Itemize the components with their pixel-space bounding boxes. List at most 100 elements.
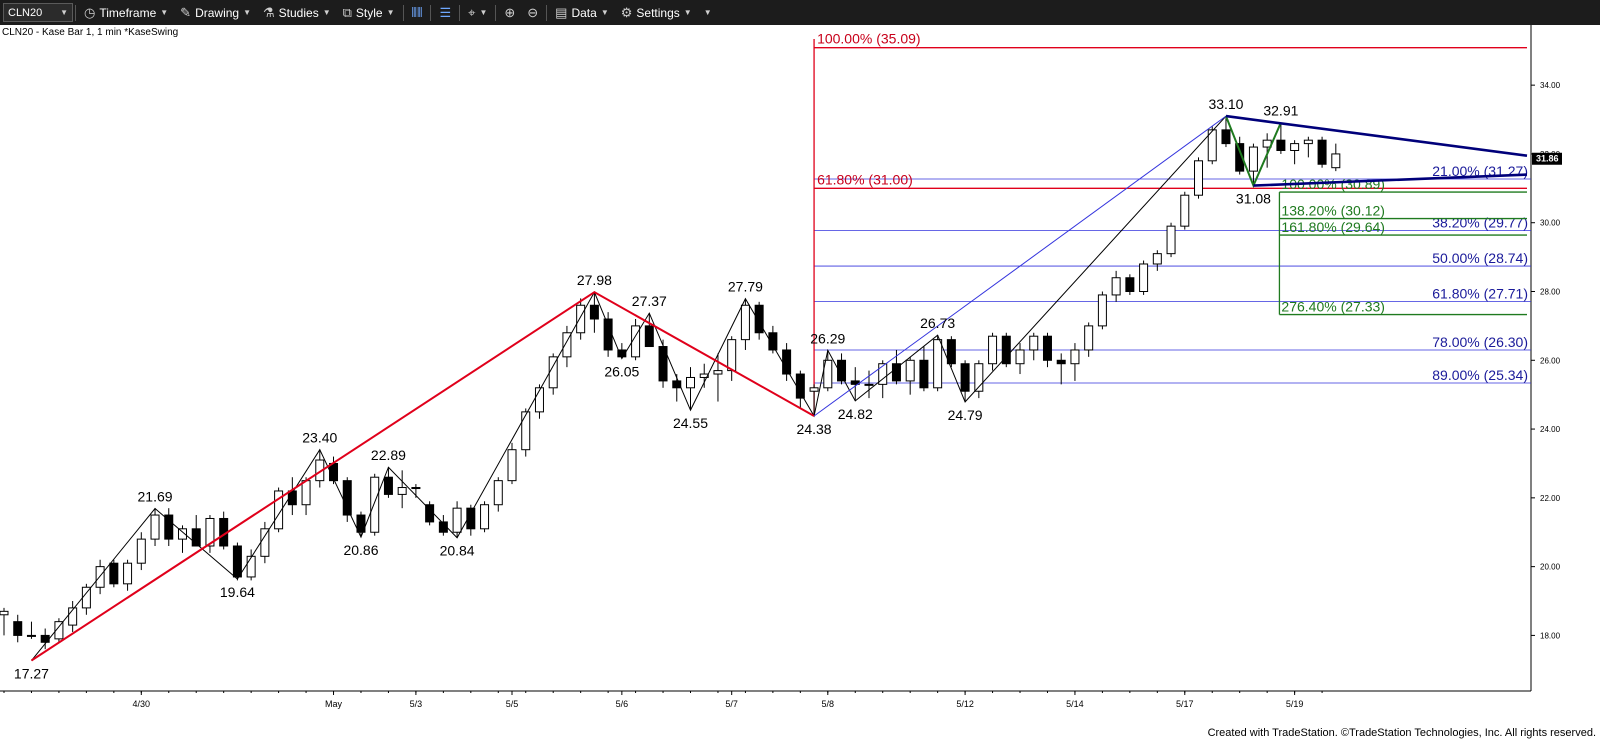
cursor-icon: ⌖ xyxy=(468,4,476,20)
candle-body xyxy=(0,610,9,616)
chevron-down-icon: ▼ xyxy=(322,8,331,17)
time-tick-label: 5/17 xyxy=(1176,699,1194,709)
navy-trendline xyxy=(1225,114,1528,157)
zoom-out-icon: ⊖ xyxy=(527,4,539,20)
toolbar-divider xyxy=(546,4,548,21)
timeframe-menu[interactable]: ◷ Timeframe ▼ xyxy=(78,0,174,25)
swing-value-label: 21.69 xyxy=(138,489,173,505)
candle-body xyxy=(864,383,874,386)
price-tick-label: 18.00 xyxy=(1540,631,1561,640)
candle-body xyxy=(727,339,737,372)
candle-body xyxy=(672,380,682,389)
candle-body xyxy=(493,480,503,506)
swing-value-label: 31.08 xyxy=(1236,191,1271,207)
swing-value-label: 32.91 xyxy=(1263,103,1298,119)
drawing-label: Drawing xyxy=(195,5,240,20)
candle-body xyxy=(466,507,476,530)
time-tick-label: 5/14 xyxy=(1066,699,1084,709)
candle-body xyxy=(383,476,393,495)
candle-body xyxy=(919,359,929,389)
swing-value-label: 26.05 xyxy=(604,364,639,380)
studies-label: Studies xyxy=(278,5,319,20)
chart-toolbar: CLN20 ▼ ◷ Timeframe ▼ ✎ Drawing ▼ ⚗ Stud… xyxy=(0,0,1600,25)
timeframe-label: Timeframe xyxy=(99,5,157,20)
candle-body xyxy=(1290,143,1300,151)
candle-body xyxy=(631,325,641,358)
candle-body xyxy=(370,476,380,533)
chevron-down-icon: ▼ xyxy=(683,8,692,17)
candle-body xyxy=(1125,277,1135,292)
clock-icon: ◷ xyxy=(84,4,96,20)
candle-body xyxy=(891,363,901,382)
candle-body xyxy=(1070,349,1080,365)
gear-icon: ⚙ xyxy=(620,4,633,20)
swing-value-label: 20.84 xyxy=(440,543,475,559)
candle-body xyxy=(136,538,146,564)
blue-retracement-label: 78.00% (26.30) xyxy=(1432,334,1528,350)
cursor-menu[interactable]: ⌖ ▼ xyxy=(462,0,493,25)
bar-spacing-button[interactable]: ⫴⫴ xyxy=(406,0,429,25)
panes-icon: ☰ xyxy=(439,4,452,20)
candle-body xyxy=(617,349,627,358)
candle-body xyxy=(1097,294,1107,327)
candle-body xyxy=(1084,325,1094,351)
candle-body xyxy=(452,507,462,533)
drawing-menu[interactable]: ✎ Drawing ▼ xyxy=(174,0,257,25)
candle-body xyxy=(356,514,366,533)
swing-value-label: 26.29 xyxy=(810,330,845,346)
data-icon: ▤ xyxy=(555,4,568,20)
candle-body xyxy=(686,376,695,389)
chevron-down-icon: ▼ xyxy=(243,8,252,17)
panes-button[interactable]: ☰ xyxy=(433,0,457,25)
style-menu[interactable]: ⧉ Style ▼ xyxy=(337,0,401,25)
candle-body xyxy=(1248,146,1258,172)
time-tick-label: 5/19 xyxy=(1286,699,1304,709)
candle-body xyxy=(232,545,242,578)
candle-body xyxy=(1194,160,1204,196)
swing-value-label: 22.89 xyxy=(371,447,406,463)
candle-body xyxy=(644,325,654,348)
symbol-selector[interactable]: CLN20 ▼ xyxy=(3,3,73,22)
candle-body xyxy=(1207,129,1217,162)
candle-body xyxy=(1111,277,1121,296)
time-tick-label: 5/6 xyxy=(616,699,629,709)
candle-body xyxy=(562,332,572,358)
data-label: Data xyxy=(571,5,597,20)
zoom-out-button[interactable]: ⊖ xyxy=(521,0,544,25)
candle-body xyxy=(177,528,187,540)
studies-menu[interactable]: ⚗ Studies ▼ xyxy=(257,0,337,25)
price-tick-label: 30.00 xyxy=(1540,219,1561,228)
candle-body xyxy=(1056,359,1066,365)
data-menu[interactable]: ▤ Data ▼ xyxy=(549,0,615,25)
candle-body xyxy=(988,335,998,365)
blue-retracement-label: 61.80% (27.71) xyxy=(1432,285,1528,301)
candle-body xyxy=(260,528,270,557)
more-menu[interactable]: ▼ xyxy=(698,0,718,25)
swing-value-label: 27.98 xyxy=(577,272,612,288)
candle-body xyxy=(905,359,915,382)
candle-body xyxy=(1303,139,1313,145)
green-extension-label: 276.40% (27.33) xyxy=(1281,299,1385,315)
candle-body xyxy=(974,363,984,392)
candle-body xyxy=(397,487,407,495)
candle-body xyxy=(1331,153,1341,169)
settings-menu[interactable]: ⚙ Settings ▼ xyxy=(615,0,698,25)
time-tick-label: 5/3 xyxy=(410,699,423,709)
symbol-value: CLN20 xyxy=(8,6,43,19)
price-tick-label: 28.00 xyxy=(1540,287,1561,296)
candle-body xyxy=(40,634,50,643)
navy-trendline xyxy=(1253,173,1528,187)
toolbar-divider xyxy=(402,4,404,21)
time-tick-label: 4/30 xyxy=(133,699,151,709)
zoom-in-button[interactable]: ⊕ xyxy=(498,0,521,25)
candle-body xyxy=(768,332,778,351)
price-tick-label: 20.00 xyxy=(1540,563,1561,572)
candle-body xyxy=(754,304,764,334)
candle-body xyxy=(205,517,215,547)
red-projection-label: 100.00% (35.09) xyxy=(817,31,921,47)
candle-body xyxy=(109,562,119,585)
candle-body xyxy=(246,555,256,578)
price-chart[interactable]: 18.0020.0022.0024.0026.0028.0030.0032.00… xyxy=(0,25,1600,741)
swing-value-label: 24.38 xyxy=(797,421,832,437)
swing-value-label: 24.82 xyxy=(838,406,873,422)
